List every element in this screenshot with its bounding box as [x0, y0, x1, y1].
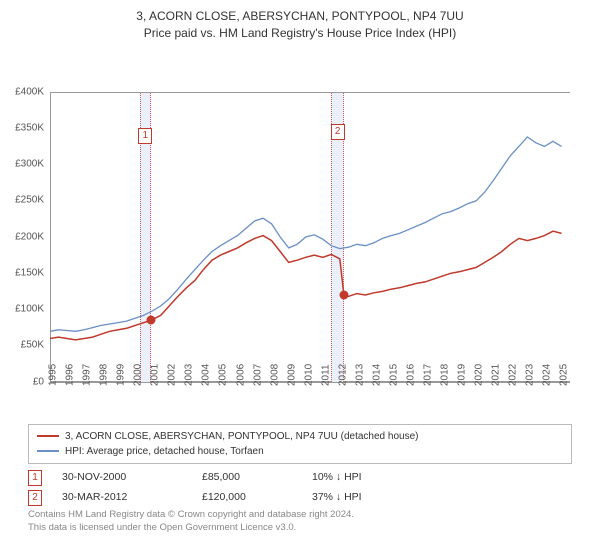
- legend: 3, ACORN CLOSE, ABERSYCHAN, PONTYPOOL, N…: [28, 424, 572, 464]
- x-tick-label: 2011: [320, 364, 331, 386]
- x-tick-label: 2016: [406, 363, 417, 385]
- legend-label: HPI: Average price, detached house, Torf…: [65, 444, 264, 459]
- series-hpi: [50, 137, 562, 331]
- x-tick-label: 2014: [371, 363, 382, 385]
- footer-line: Contains HM Land Registry data © Crown c…: [28, 509, 572, 521]
- event-number-box: 1: [28, 470, 42, 486]
- legend-item-hpi: HPI: Average price, detached house, Torf…: [37, 444, 563, 459]
- x-tick-label: 2019: [457, 363, 468, 385]
- y-tick-label: £100K: [15, 304, 44, 315]
- event-price: £85,000: [202, 468, 292, 488]
- y-tick-label: £200K: [15, 231, 44, 242]
- event-date: 30-MAR-2012: [62, 488, 182, 508]
- x-tick-label: 2009: [286, 363, 297, 385]
- y-tick-label: £150K: [15, 267, 44, 278]
- x-tick-label: 2004: [201, 363, 212, 385]
- y-tick-label: £250K: [15, 195, 44, 206]
- x-tick-label: 2022: [508, 363, 519, 385]
- x-tick-label: 2008: [269, 363, 280, 385]
- x-tick-label: 2006: [235, 363, 246, 385]
- x-tick-label: 1995: [48, 363, 59, 385]
- y-tick-label: £350K: [15, 122, 44, 133]
- x-tick-label: 2000: [133, 363, 144, 385]
- x-tick-label: 2001: [150, 363, 161, 385]
- legend-item-property: 3, ACORN CLOSE, ABERSYCHAN, PONTYPOOL, N…: [37, 429, 563, 444]
- x-tick-label: 2002: [167, 363, 178, 385]
- y-axis: £0£50K£100K£150K£200K£250K£300K£350K£400…: [0, 92, 48, 382]
- x-tick-label: 2025: [559, 363, 570, 385]
- x-tick-label: 2024: [542, 363, 553, 385]
- x-tick-label: 2010: [303, 363, 314, 385]
- x-tick-label: 2003: [184, 363, 195, 385]
- legend-label: 3, ACORN CLOSE, ABERSYCHAN, PONTYPOOL, N…: [65, 429, 418, 444]
- x-tick-label: 1996: [65, 363, 76, 385]
- events-table: 1 30-NOV-2000 £85,000 10% ↓ HPI 2 30-MAR…: [28, 468, 572, 508]
- x-tick-label: 2012: [337, 363, 348, 385]
- x-tick-label: 2015: [388, 363, 399, 385]
- sale-dot: [339, 290, 348, 299]
- chart-title-block: 3, ACORN CLOSE, ABERSYCHAN, PONTYPOOL, N…: [0, 0, 600, 42]
- footer-line: This data is licensed under the Open Gov…: [28, 522, 572, 534]
- x-axis: 1995199619971998199920002001200220032004…: [50, 382, 570, 422]
- event-marker-box: 1: [138, 128, 152, 144]
- chart-subtitle: Price paid vs. HM Land Registry's House …: [0, 25, 600, 42]
- event-number-box: 2: [28, 490, 42, 506]
- footer: Contains HM Land Registry data © Crown c…: [28, 509, 572, 534]
- x-tick-label: 2007: [252, 363, 263, 385]
- sale-dot: [146, 315, 155, 324]
- x-tick-label: 1998: [99, 363, 110, 385]
- y-tick-label: £300K: [15, 159, 44, 170]
- event-row: 2 30-MAR-2012 £120,000 37% ↓ HPI: [28, 488, 572, 508]
- plot-area: 12: [50, 92, 570, 382]
- chart-title: 3, ACORN CLOSE, ABERSYCHAN, PONTYPOOL, N…: [0, 8, 600, 25]
- line-svg: [50, 92, 570, 382]
- series-property_price: [50, 231, 562, 340]
- chart-container: 3, ACORN CLOSE, ABERSYCHAN, PONTYPOOL, N…: [0, 0, 600, 560]
- x-tick-label: 2021: [491, 363, 502, 385]
- x-tick-label: 2013: [354, 363, 365, 385]
- x-tick-label: 2018: [440, 363, 451, 385]
- event-pct: 37% ↓ HPI: [312, 488, 412, 508]
- y-tick-label: £400K: [15, 86, 44, 97]
- event-row: 1 30-NOV-2000 £85,000 10% ↓ HPI: [28, 468, 572, 488]
- chart-wrap: £0 £50K £100K £150K £200K £250K £300K £350K £400…: [0, 42, 600, 422]
- event-date: 30-NOV-2000: [62, 468, 182, 488]
- x-tick-label: 2023: [525, 363, 536, 385]
- x-tick-label: 2020: [474, 363, 485, 385]
- event-marker-box: 2: [331, 124, 345, 140]
- x-tick-label: 2017: [423, 363, 434, 385]
- legend-swatch: [37, 435, 59, 437]
- x-tick-label: 1997: [82, 363, 93, 385]
- y-tick-label: £50K: [21, 340, 44, 351]
- y-tick-label: £0: [33, 376, 44, 387]
- x-tick-label: 2005: [218, 363, 229, 385]
- x-tick-label: 1999: [116, 363, 127, 385]
- event-pct: 10% ↓ HPI: [312, 468, 412, 488]
- legend-swatch: [37, 450, 59, 452]
- event-price: £120,000: [202, 488, 292, 508]
